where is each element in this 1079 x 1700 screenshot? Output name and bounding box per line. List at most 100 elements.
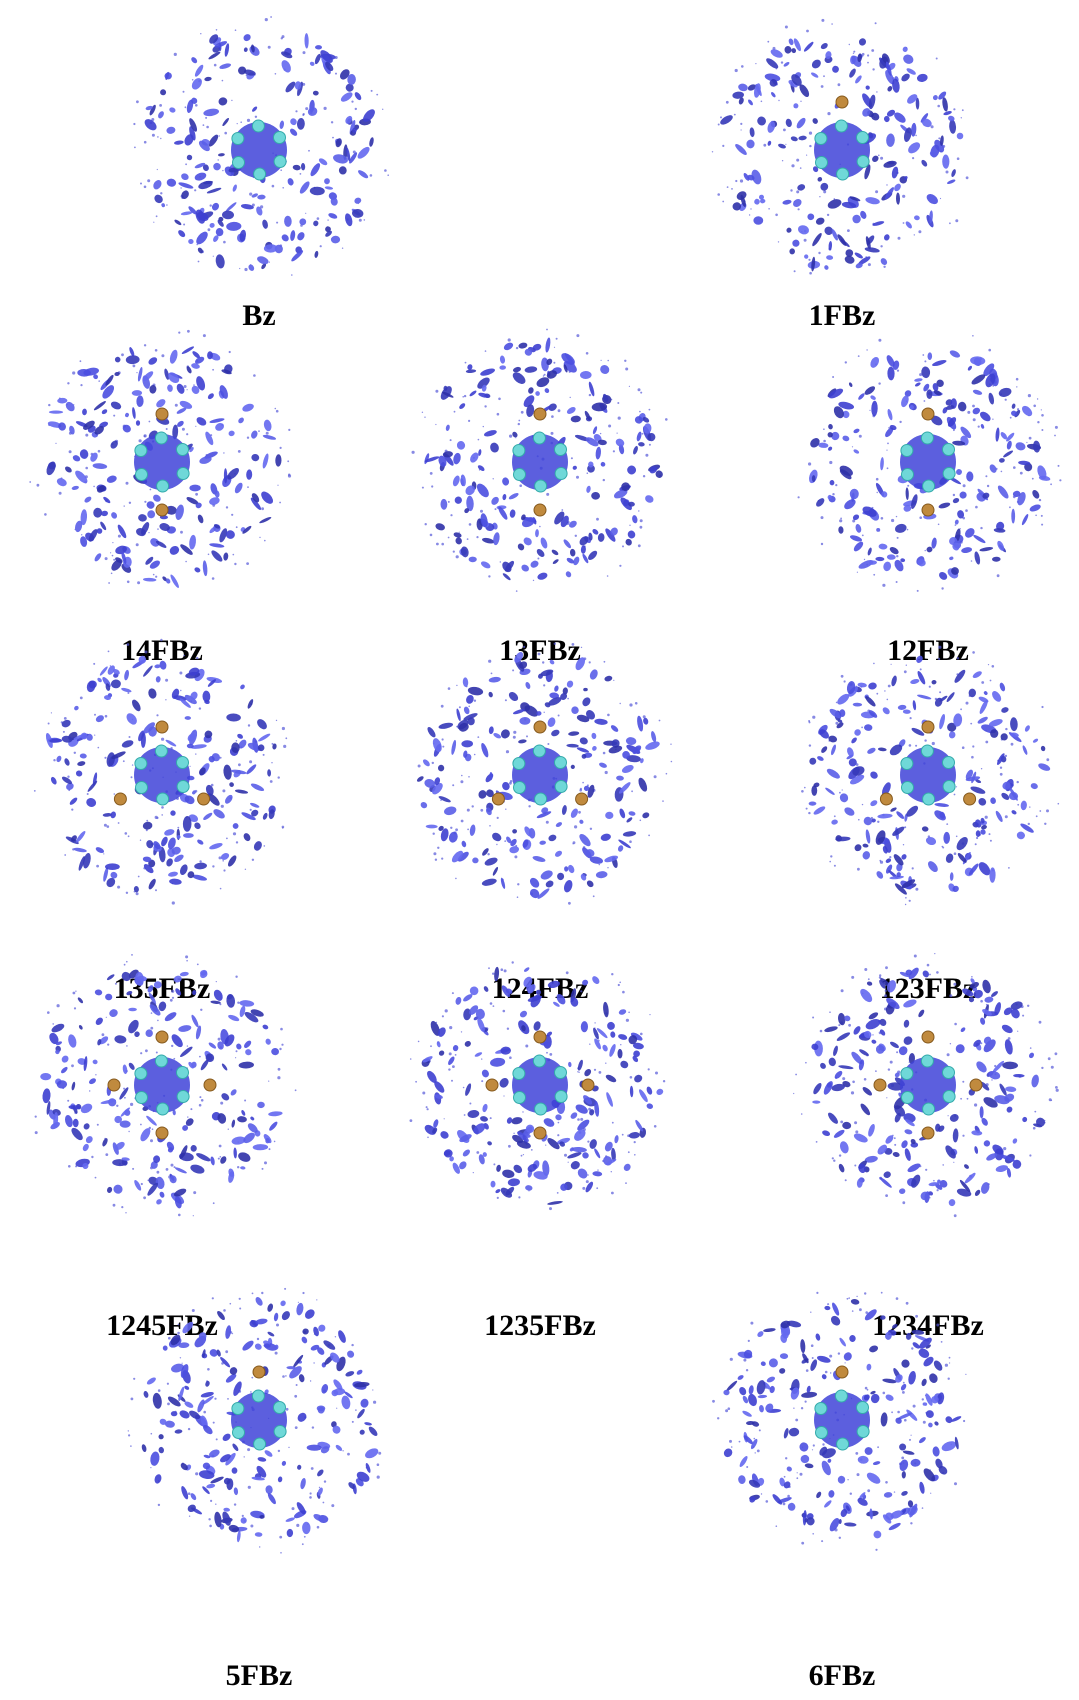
density-blob xyxy=(617,844,624,852)
density-blob xyxy=(960,1026,967,1033)
speck xyxy=(476,1151,479,1154)
density-blob xyxy=(490,1057,506,1068)
density-blob xyxy=(181,345,195,355)
speck xyxy=(730,1358,733,1361)
speck xyxy=(187,389,188,390)
density-blob xyxy=(722,1447,734,1459)
density-blob xyxy=(452,475,461,488)
density-blob xyxy=(483,985,490,992)
speck xyxy=(629,386,630,387)
density-blob xyxy=(472,857,479,863)
speck xyxy=(196,657,198,659)
speck xyxy=(507,1028,509,1030)
speck xyxy=(450,439,452,441)
density-blob xyxy=(501,477,509,486)
density-blob xyxy=(289,127,299,137)
speck xyxy=(596,1187,598,1189)
density-blob xyxy=(971,406,981,415)
density-blob xyxy=(261,219,268,229)
density-blob xyxy=(71,1081,76,1090)
density-blob xyxy=(133,1179,143,1191)
density-blob xyxy=(511,370,528,386)
speck xyxy=(950,1043,951,1044)
speck xyxy=(44,513,47,516)
density-blob xyxy=(723,1390,729,1396)
speck xyxy=(114,793,116,795)
speck xyxy=(575,535,577,537)
density-blob xyxy=(325,186,334,190)
speck xyxy=(126,892,128,894)
speck xyxy=(537,558,539,560)
speck xyxy=(845,361,847,363)
density-blob xyxy=(873,1530,881,1538)
speck xyxy=(477,736,479,738)
speck xyxy=(129,736,131,738)
speck xyxy=(586,352,589,355)
speck xyxy=(867,54,869,56)
speck xyxy=(831,23,833,25)
density-blob xyxy=(838,1065,854,1070)
speck xyxy=(146,820,148,822)
density-blob xyxy=(983,1139,992,1148)
density-blob xyxy=(245,763,257,775)
density-blob xyxy=(890,675,897,687)
density-blob xyxy=(146,1376,157,1386)
fluorine-atom xyxy=(582,1079,594,1091)
carbon-atom xyxy=(513,758,525,770)
speck xyxy=(376,94,378,96)
density-blob xyxy=(367,1425,379,1437)
density-blob xyxy=(304,33,308,48)
speck xyxy=(821,1540,823,1542)
carbon-atom xyxy=(274,1402,286,1414)
speck xyxy=(238,763,241,766)
speck xyxy=(833,1160,835,1162)
density-blob xyxy=(173,853,185,863)
speck xyxy=(1058,465,1060,467)
speck xyxy=(150,1139,153,1142)
density-blob xyxy=(158,1434,164,1440)
density-blob xyxy=(467,686,483,697)
density-blob xyxy=(128,1062,136,1071)
density-blob xyxy=(824,1306,830,1311)
speck xyxy=(835,484,837,486)
speck xyxy=(509,782,512,785)
speck xyxy=(275,1352,278,1355)
density-blob xyxy=(239,1000,254,1008)
speck xyxy=(128,1131,129,1132)
speck xyxy=(239,1298,241,1300)
density-blob xyxy=(595,446,602,459)
speck xyxy=(924,739,926,741)
speck xyxy=(856,1296,857,1297)
speck xyxy=(854,1121,857,1124)
speck xyxy=(157,169,158,170)
density-blob xyxy=(618,1008,627,1015)
density-blob xyxy=(862,850,871,860)
carbon-atom xyxy=(857,1426,869,1438)
density-blob xyxy=(259,516,272,524)
speck xyxy=(35,1116,37,1118)
speck xyxy=(138,876,140,878)
density-blob xyxy=(207,392,215,400)
density-blob xyxy=(452,1044,459,1051)
figure: Bz1FBz14FBz13FBz12FBz135FBz124FBz123FBz1… xyxy=(0,0,1079,1700)
speck xyxy=(665,418,668,421)
speck xyxy=(554,347,555,348)
speck xyxy=(853,53,854,54)
density-blob xyxy=(281,1460,287,1466)
density-blob xyxy=(889,545,900,555)
density-blob xyxy=(166,178,176,187)
density-blob xyxy=(122,1064,128,1074)
density-blob xyxy=(275,454,282,467)
density-blob xyxy=(265,1485,273,1495)
speck xyxy=(830,1372,831,1373)
speck xyxy=(949,1357,951,1359)
speck xyxy=(810,1312,811,1313)
speck xyxy=(180,690,181,691)
speck xyxy=(866,349,867,350)
density-blob xyxy=(1005,1105,1013,1113)
density-blob xyxy=(279,1299,286,1307)
speck xyxy=(1039,1021,1042,1024)
density-blob xyxy=(190,56,198,64)
speck xyxy=(972,405,975,408)
speck xyxy=(887,443,889,445)
